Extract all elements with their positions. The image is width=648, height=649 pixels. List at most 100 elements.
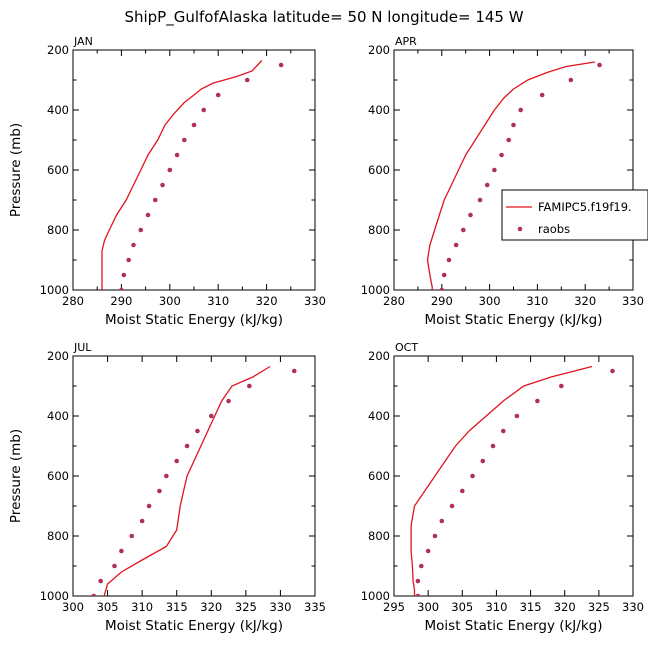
y-tick-label: 600 bbox=[368, 469, 390, 483]
x-tick-label: 330 bbox=[622, 294, 644, 308]
raobs-point bbox=[157, 488, 162, 494]
y-tick-label: 200 bbox=[47, 349, 69, 363]
panel-apr: 280 290 300 310 320 330 200 400 600 800 1000 APR Moi… bbox=[361, 35, 644, 328]
x-tick-label: 320 bbox=[574, 294, 596, 308]
raobs-point bbox=[539, 92, 545, 98]
y-tick-label: 800 bbox=[368, 529, 390, 543]
y-tick-label: 800 bbox=[47, 529, 69, 543]
y-axis-title: Pressure (mb) bbox=[8, 429, 24, 523]
panel-title: OCT bbox=[395, 341, 418, 354]
x-tick-label: 300 bbox=[62, 600, 84, 614]
raobs-point bbox=[535, 398, 540, 404]
raobs-point bbox=[119, 287, 124, 290]
raobs-point bbox=[191, 122, 197, 128]
raobs-point bbox=[419, 563, 424, 569]
y-tick-label: 400 bbox=[47, 103, 69, 117]
raobs-point bbox=[484, 182, 490, 188]
y-tick-label: 400 bbox=[368, 103, 390, 117]
panels: 280 290 300 310 320 330 200 400 600 800 1000 JAN Moi… bbox=[8, 35, 644, 634]
raobs-point bbox=[164, 473, 169, 479]
raobs-point bbox=[425, 548, 431, 554]
raobs-point bbox=[138, 227, 144, 233]
legend: FAMIPC5.f19f19. raobs bbox=[501, 189, 648, 241]
raobs-point bbox=[446, 257, 452, 263]
y-tick-label: 200 bbox=[368, 43, 390, 57]
raobs-point bbox=[468, 212, 473, 218]
x-tick-label: 280 bbox=[62, 294, 84, 308]
model-profile-line bbox=[410, 365, 593, 596]
raobs-point bbox=[201, 107, 206, 113]
x-tick-label: 315 bbox=[520, 600, 542, 614]
x-axis-title: Moist Static Energy (kJ/kg) bbox=[425, 312, 603, 328]
x-axis-title: Moist Static Energy (kJ/kg) bbox=[105, 312, 283, 328]
raobs-point bbox=[490, 443, 496, 449]
x-tick-label: 310 bbox=[526, 294, 548, 308]
x-tick-label: 325 bbox=[235, 600, 257, 614]
plot-frame bbox=[393, 355, 634, 597]
raobs-point bbox=[247, 383, 252, 389]
raobs-point bbox=[88, 609, 93, 614]
raobs-point bbox=[126, 257, 131, 263]
legend-label-obs: raobs bbox=[538, 222, 570, 236]
raobs-point bbox=[492, 167, 497, 173]
y-tick-label: 200 bbox=[47, 43, 69, 57]
y-tick-label: 600 bbox=[368, 163, 390, 177]
x-tick-label: 310 bbox=[207, 294, 229, 308]
raobs-point bbox=[415, 593, 421, 596]
plot-area bbox=[101, 60, 284, 290]
y-tick-label: 1000 bbox=[361, 283, 390, 297]
panel-jul: 300 305 310 315 320 325 330 335 200 400 600 800 1000… bbox=[8, 341, 326, 634]
raobs-point bbox=[461, 227, 466, 233]
raobs-point bbox=[244, 77, 250, 83]
x-tick-label: 320 bbox=[200, 600, 222, 614]
x-tick-label: 300 bbox=[417, 600, 439, 614]
raobs-point bbox=[195, 428, 200, 434]
x-tick-label: 305 bbox=[97, 600, 119, 614]
figure-title: ShipP_GulfofAlaska latitude= 50 N longit… bbox=[124, 8, 523, 27]
model-profile-line bbox=[426, 61, 595, 290]
panel-title: JAN bbox=[73, 35, 93, 48]
y-tick-label: 1000 bbox=[40, 589, 69, 603]
raobs-point bbox=[453, 242, 459, 248]
x-tick-label: 330 bbox=[304, 294, 326, 308]
raobs-point bbox=[226, 398, 231, 404]
raobs-point bbox=[415, 578, 421, 584]
raobs-point bbox=[518, 107, 523, 113]
raobs-point bbox=[480, 458, 486, 464]
model-profile-line bbox=[103, 365, 271, 596]
raobs-point bbox=[152, 197, 158, 203]
y-tick-label: 600 bbox=[47, 469, 69, 483]
raobs-point bbox=[470, 473, 475, 479]
raobs-point bbox=[174, 152, 180, 158]
raobs-point bbox=[112, 563, 117, 569]
x-tick-label: 320 bbox=[256, 294, 278, 308]
plot-area bbox=[88, 365, 297, 614]
legend-label-model: FAMIPC5.f19f19. bbox=[538, 200, 632, 214]
raobs-point bbox=[131, 242, 136, 248]
raobs-point bbox=[568, 77, 574, 83]
panel-title: JUL bbox=[73, 341, 92, 354]
x-tick-label: 330 bbox=[269, 600, 291, 614]
plot-frame bbox=[393, 49, 634, 291]
x-tick-label: 290 bbox=[431, 294, 453, 308]
raobs-point bbox=[291, 368, 297, 374]
raobs-point bbox=[499, 152, 504, 158]
x-tick-label: 300 bbox=[159, 294, 181, 308]
x-tick-label: 280 bbox=[383, 294, 405, 308]
raobs-point bbox=[160, 182, 165, 188]
raobs-point bbox=[514, 413, 520, 419]
raobs-point bbox=[559, 383, 564, 389]
y-tick-label: 1000 bbox=[40, 283, 69, 297]
raobs-point bbox=[511, 122, 516, 128]
raobs-point bbox=[184, 443, 190, 449]
raobs-point bbox=[477, 197, 483, 203]
x-tick-label: 330 bbox=[622, 600, 644, 614]
y-axis-title: Pressure (mb) bbox=[8, 123, 24, 217]
raobs-point bbox=[174, 458, 180, 464]
legend-box bbox=[501, 189, 648, 241]
raobs-point bbox=[597, 62, 602, 68]
x-axis-title: Moist Static Energy (kJ/kg) bbox=[105, 618, 283, 634]
panel-jan: 280 290 300 310 320 330 200 400 600 800 1000 JAN Moi… bbox=[8, 35, 326, 328]
raobs-point bbox=[145, 212, 151, 218]
raobs-point bbox=[121, 272, 127, 278]
